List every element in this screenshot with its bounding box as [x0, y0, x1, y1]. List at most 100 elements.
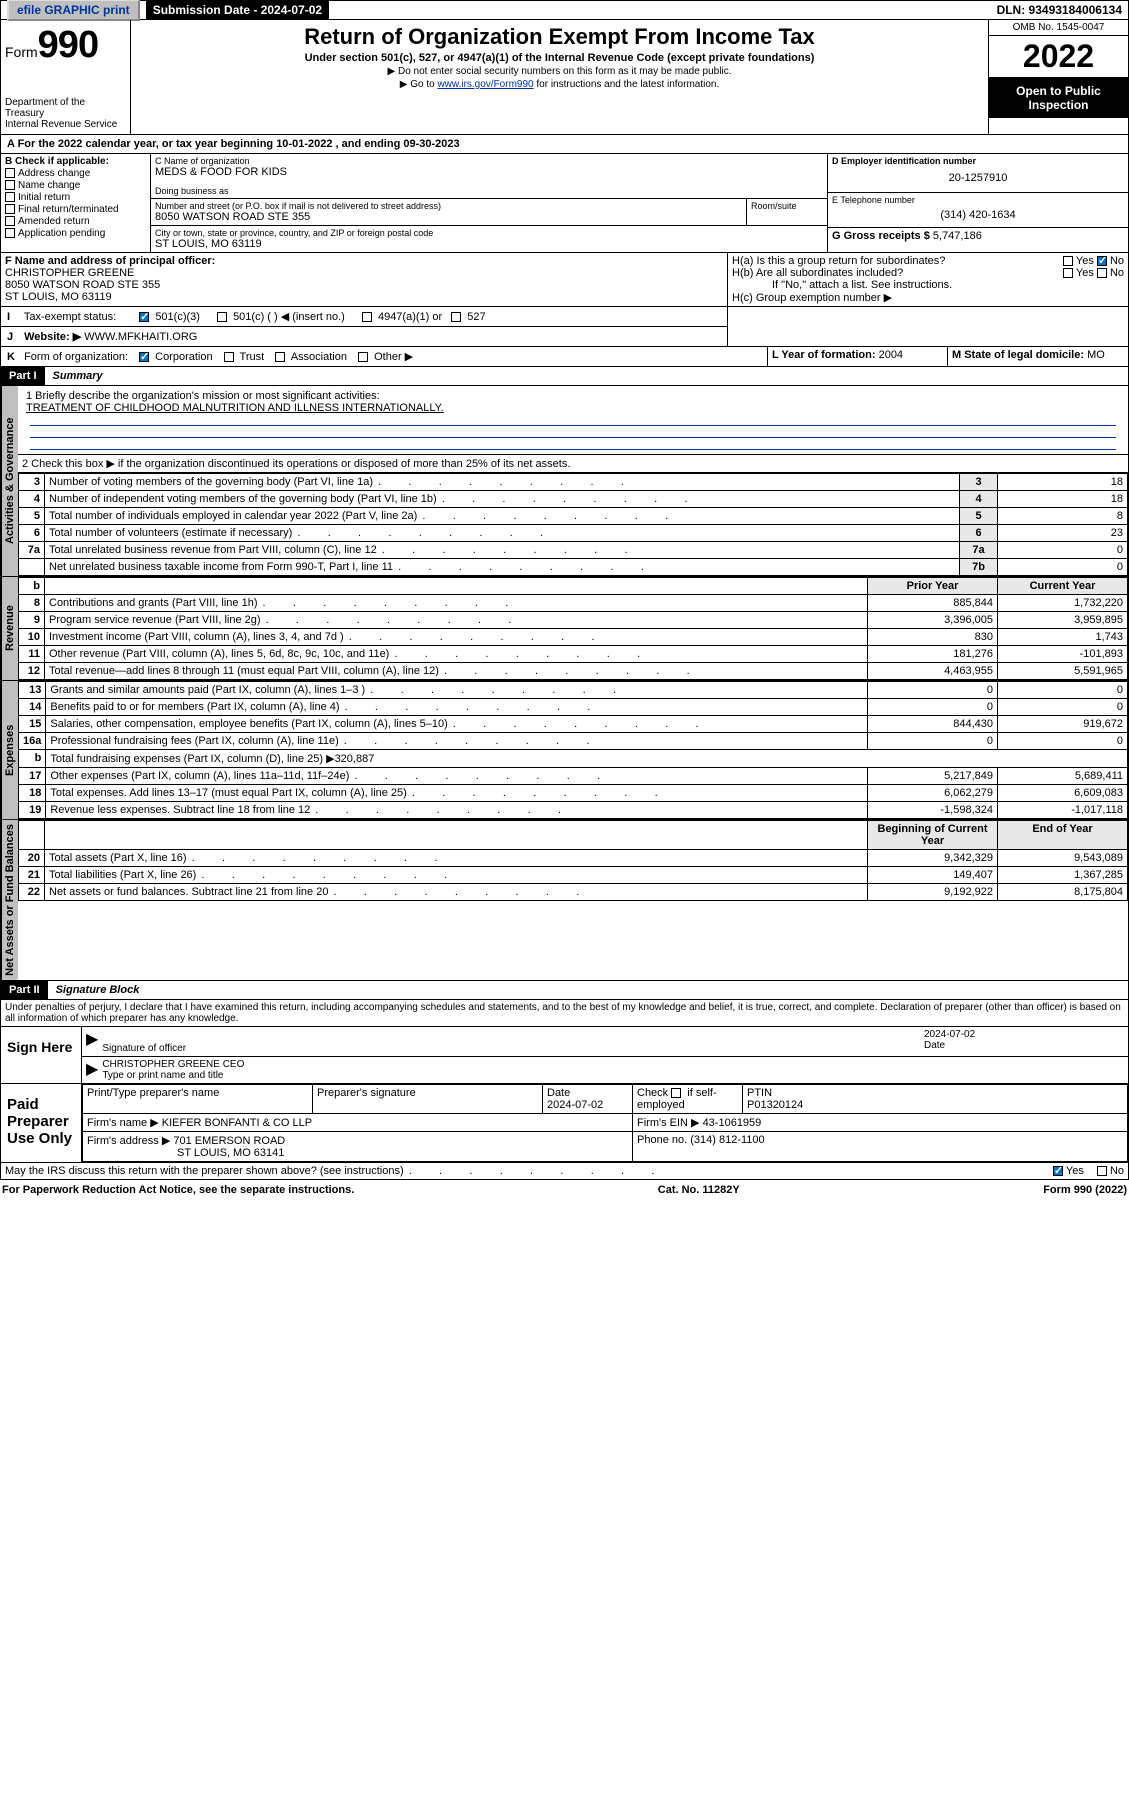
table-row: 12 Total revenue—add lines 8 through 11 … — [19, 663, 1128, 680]
firm-ein: 43-1061959 — [703, 1117, 762, 1129]
current-year-hdr: Current Year — [998, 578, 1128, 595]
chk-trust[interactable] — [224, 352, 234, 362]
footer-left: For Paperwork Reduction Act Notice, see … — [2, 1184, 354, 1196]
line-16b: b Total fundraising expenses (Part IX, c… — [19, 750, 1128, 768]
sign-date-label: Date — [924, 1040, 1124, 1051]
part2-tag: Part II — [1, 981, 48, 999]
chk-amended[interactable]: Amended return — [5, 216, 146, 227]
h-a-label: H(a) Is this a group return for subordin… — [732, 255, 945, 267]
mission-statement: TREATMENT OF CHILDHOOD MALNUTRITION AND … — [26, 402, 1120, 414]
row-i-j: I Tax-exempt status: 501(c)(3) 501(c) ( … — [0, 307, 1129, 347]
chk-assoc[interactable] — [275, 352, 285, 362]
form-header: Form990 Department of the Treasury Inter… — [0, 20, 1129, 135]
chk-501c3[interactable] — [139, 312, 149, 322]
discuss-row: May the IRS discuss this return with the… — [0, 1163, 1129, 1180]
vtab-net-assets: Net Assets or Fund Balances — [1, 820, 18, 980]
discuss-no[interactable] — [1097, 1166, 1107, 1176]
table-row: 15 Salaries, other compensation, employe… — [19, 716, 1128, 733]
room-label: Room/suite — [751, 201, 823, 211]
table-row: 3 Number of voting members of the govern… — [19, 474, 1128, 491]
firm-phone: (314) 812-1100 — [690, 1134, 764, 1146]
officer-sig-label: Type or print name and title — [102, 1070, 1124, 1081]
footer-mid: Cat. No. 11282Y — [658, 1184, 740, 1196]
section-net-assets: Net Assets or Fund Balances Beginning of… — [0, 820, 1129, 981]
dln: DLN: 93493184006134 — [991, 1, 1128, 19]
domicile-value: MO — [1087, 349, 1105, 361]
chk-4947[interactable] — [362, 312, 372, 322]
open-inspection: Open to Public Inspection — [989, 78, 1128, 118]
h-a-yes[interactable] — [1063, 256, 1073, 266]
h-b-no[interactable] — [1097, 268, 1107, 278]
table-row: 16a Professional fundraising fees (Part … — [19, 733, 1128, 750]
org-name: MEDS & FOOD FOR KIDS — [155, 166, 823, 178]
chk-app-pending[interactable]: Application pending — [5, 228, 146, 239]
chk-corp[interactable] — [139, 352, 149, 362]
year-formation-value: 2004 — [879, 349, 903, 361]
page-footer: For Paperwork Reduction Act Notice, see … — [0, 1180, 1129, 1200]
chk-527[interactable] — [451, 312, 461, 322]
website-label: Website: ▶ — [24, 331, 81, 343]
q1-label: 1 Briefly describe the organization's mi… — [26, 390, 1120, 402]
table-row: 19 Revenue less expenses. Subtract line … — [19, 802, 1128, 819]
efile-button[interactable]: efile GRAPHIC print — [7, 0, 140, 21]
footer-right: Form 990 (2022) — [1043, 1184, 1127, 1196]
chk-501c[interactable] — [217, 312, 227, 322]
right-info-col: D Employer identification number 20-1257… — [828, 154, 1128, 252]
officer-addr2: ST LOUIS, MO 63119 — [5, 291, 723, 303]
expenses-table: 13 Grants and similar amounts paid (Part… — [18, 681, 1128, 819]
h-b-yes[interactable] — [1063, 268, 1073, 278]
discuss-yes[interactable] — [1053, 1166, 1063, 1176]
part2-header: Part II Signature Block — [0, 981, 1129, 1000]
table-row: 14 Benefits paid to or for members (Part… — [19, 699, 1128, 716]
dept-treasury: Department of the Treasury — [5, 97, 126, 119]
h-a-no[interactable] — [1097, 256, 1107, 266]
irs-link[interactable]: www.irs.gov/Form990 — [437, 79, 533, 90]
firm-name: KIEFER BONFANTI & CO LLP — [162, 1117, 312, 1129]
chk-address-change[interactable]: Address change — [5, 168, 146, 179]
period-row: A For the 2022 calendar year, or tax yea… — [0, 135, 1129, 154]
submission-date: Submission Date - 2024-07-02 — [147, 1, 329, 19]
org-name-label: C Name of organization — [155, 156, 823, 166]
year-formation-label: L Year of formation: — [772, 349, 876, 361]
chk-initial-return[interactable]: Initial return — [5, 192, 146, 203]
table-row: Net unrelated business taxable income fr… — [19, 559, 1128, 576]
begin-year-hdr: Beginning of Current Year — [868, 821, 998, 850]
part2-title: Signature Block — [48, 981, 148, 999]
part1-title: Summary — [45, 367, 111, 385]
h-b-label: H(b) Are all subordinates included? — [732, 267, 903, 279]
end-year-hdr: End of Year — [998, 821, 1128, 850]
chk-other[interactable] — [358, 352, 368, 362]
officer-sig-name: CHRISTOPHER GREENE CEO — [102, 1059, 1124, 1070]
table-row: 10 Investment income (Part VIII, column … — [19, 629, 1128, 646]
net-assets-table: Beginning of Current Year End of Year 20… — [18, 820, 1128, 901]
penalties-statement: Under penalties of perjury, I declare th… — [0, 1000, 1129, 1027]
chk-self-employed[interactable] — [671, 1088, 681, 1098]
prep-name-hdr: Print/Type preparer's name — [83, 1084, 313, 1113]
table-row: 9 Program service revenue (Part VIII, li… — [19, 612, 1128, 629]
gross-receipts-label: G Gross receipts $ — [832, 230, 930, 242]
chk-name-change[interactable]: Name change — [5, 180, 146, 191]
prep-date: 2024-07-02 — [547, 1099, 603, 1111]
table-row: 4 Number of independent voting members o… — [19, 491, 1128, 508]
table-row: 7a Total unrelated business revenue from… — [19, 542, 1128, 559]
form-number: 990 — [38, 24, 98, 66]
officer-group-block: F Name and address of principal officer:… — [0, 253, 1129, 307]
form-subtitle: Under section 501(c), 527, or 4947(a)(1)… — [135, 52, 984, 64]
ptin: P01320124 — [747, 1099, 803, 1111]
prep-sig-hdr: Preparer's signature — [313, 1084, 543, 1113]
vtab-expenses: Expenses — [1, 681, 18, 819]
table-row: 18 Total expenses. Add lines 13–17 (must… — [19, 785, 1128, 802]
sign-here-block: Sign Here Signature of officer 2024-07-0… — [0, 1027, 1129, 1084]
dba-label: Doing business as — [155, 186, 823, 196]
paid-preparer-block: Paid Preparer Use Only Print/Type prepar… — [0, 1084, 1129, 1163]
city-label: City or town, state or province, country… — [155, 228, 823, 238]
form-org-label: Form of organization: — [24, 351, 128, 363]
revenue-table: b Prior Year Current Year 8 Contribution… — [18, 577, 1128, 680]
box-b-label: B Check if applicable: — [5, 156, 146, 167]
table-row: 22 Net assets or fund balances. Subtract… — [19, 884, 1128, 901]
chk-final-return[interactable]: Final return/terminated — [5, 204, 146, 215]
q2-label: 2 Check this box ▶ if the organization d… — [18, 455, 1128, 473]
ssn-note: ▶ Do not enter social security numbers o… — [135, 66, 984, 77]
box-b: B Check if applicable: Address change Na… — [1, 154, 151, 252]
efile-label: efile GRAPHIC print — [1, 1, 147, 19]
